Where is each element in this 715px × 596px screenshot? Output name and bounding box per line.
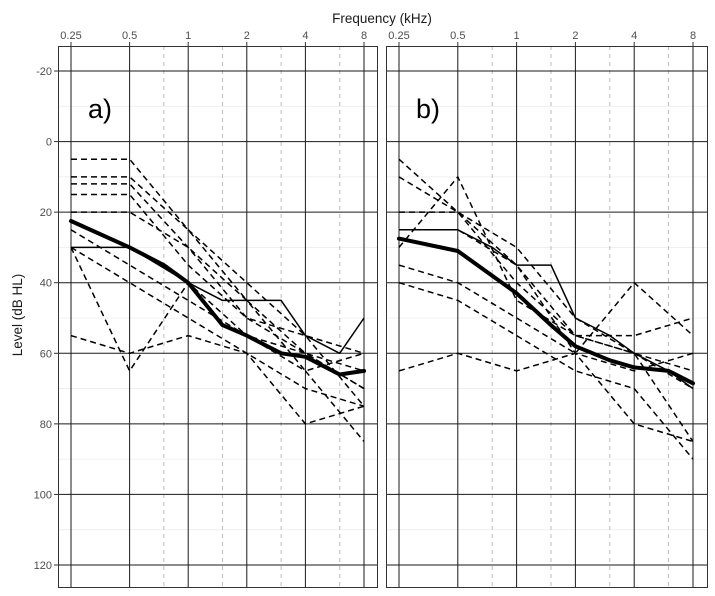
x-tick-label: 0.25 [388, 30, 409, 42]
x-tick-label: 2 [244, 30, 250, 42]
x-tick-label: 0.25 [60, 30, 81, 42]
individual-trace-2 [398, 176, 694, 337]
individual-trace-3 [71, 183, 365, 407]
mean-trace [69, 219, 366, 377]
panel-a: 0.25 0.5 1 2 4 8 -20 0 20 40 60 80 100 120 a) [34, 30, 378, 588]
panels: 0.25 0.5 1 2 4 8 -20 0 20 40 60 80 100 120 a) 0.25 0.5 1 2… [34, 30, 708, 588]
individual-trace-7 [70, 246, 365, 407]
y-tick-label: -20 [36, 66, 52, 78]
x-tick-label: 8 [361, 30, 367, 42]
y-axis-title: Level (dB HL) [10, 274, 25, 357]
mean-trace [397, 236, 695, 386]
x-tick-label: 2 [572, 30, 578, 42]
y-tick-label: 60 [40, 348, 52, 360]
individual-trace-6 [398, 264, 694, 355]
individual-trace-9 [70, 334, 365, 425]
y-tick-label: 100 [34, 489, 52, 501]
x-tick-label: 8 [690, 30, 696, 42]
individual-trace-9 [399, 229, 694, 390]
y-tick-label: 40 [40, 278, 52, 290]
panel-border [58, 46, 378, 588]
x-tick-label: 4 [302, 30, 308, 42]
y-tick-label: 120 [34, 560, 52, 572]
individual-trace-8 [398, 352, 694, 443]
panel-background [386, 46, 708, 588]
y-tick-label: 20 [40, 207, 52, 219]
x-tick-label: 1 [514, 30, 520, 42]
x-tick-label: 1 [185, 30, 191, 42]
x-tick-label: 0.5 [122, 30, 137, 42]
individual-trace-2 [71, 176, 365, 372]
x-tick-label: 4 [631, 30, 637, 42]
panel-label: a) [88, 94, 112, 124]
x-axis-title: Frequency (kHz) [332, 11, 432, 26]
y-tick-label: 0 [46, 137, 52, 149]
panel-label: b) [416, 94, 440, 124]
panel-b: 0.25 0.5 1 2 4 8 b) [386, 30, 708, 588]
individual-trace-7 [398, 281, 694, 460]
individual-trace-1 [398, 158, 694, 372]
panel-border [386, 46, 708, 588]
x-tick-label: 0.5 [450, 30, 465, 42]
y-tick-label: 80 [40, 419, 52, 431]
